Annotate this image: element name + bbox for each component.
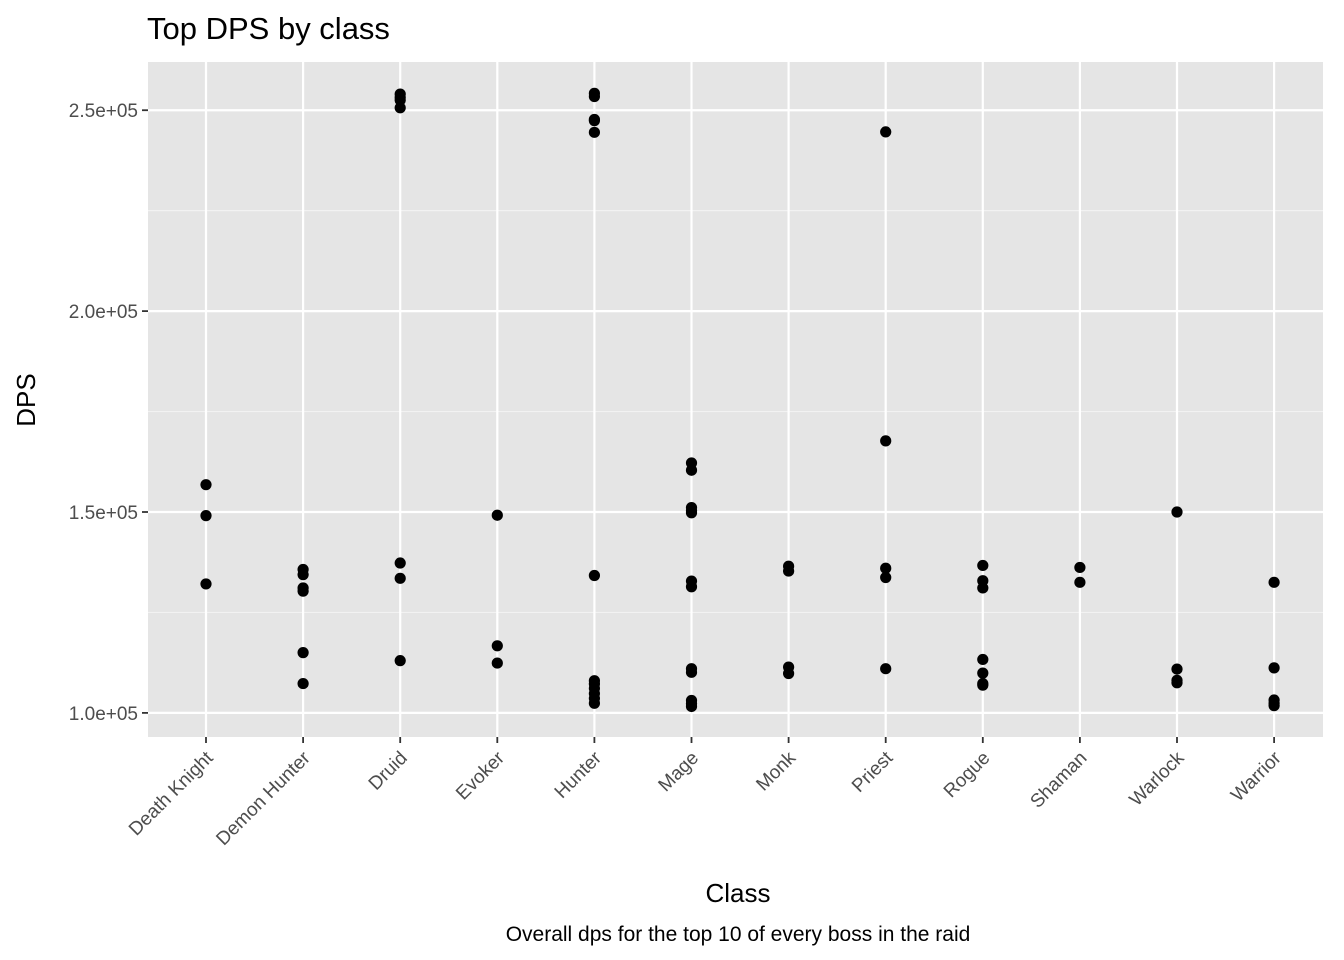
data-point [297, 585, 309, 597]
data-point [1074, 576, 1086, 588]
data-point [685, 700, 698, 713]
x-tick-label: Warlock [1126, 747, 1189, 810]
x-tick-label: Evoker [452, 747, 509, 804]
data-point [297, 569, 309, 581]
data-point [977, 559, 989, 572]
data-point [977, 679, 989, 691]
data-point [783, 667, 795, 680]
plot-panel [148, 62, 1323, 737]
data-point [880, 663, 892, 675]
data-point [588, 115, 601, 127]
data-point [200, 578, 212, 590]
x-tick-label: Rogue [940, 748, 994, 802]
data-point [491, 640, 503, 652]
y-tick-label: 2.5e+05 [69, 101, 138, 122]
x-tick-label: Monk [752, 747, 800, 795]
chart-title: Top DPS by class [147, 11, 390, 46]
x-axis-title: Class [705, 878, 770, 908]
data-point [880, 126, 892, 138]
data-point [491, 509, 503, 521]
y-tick-label: 2.0e+05 [69, 302, 138, 323]
data-point [880, 435, 892, 447]
data-point [1171, 506, 1183, 518]
data-point [297, 677, 309, 690]
x-tick-label: Druid [365, 748, 412, 795]
data-point [394, 102, 406, 114]
x-tick-label: Shaman [1027, 748, 1092, 813]
y-tick-label: 1.0e+05 [69, 704, 138, 725]
data-point [200, 479, 212, 491]
data-point [783, 565, 795, 577]
x-tick-label: Death Knight [125, 747, 218, 840]
data-point [685, 666, 698, 678]
data-point [1268, 700, 1280, 712]
data-point [977, 582, 989, 594]
x-tick-label: Priest [848, 747, 898, 797]
data-point [1074, 561, 1086, 574]
data-point [685, 581, 698, 593]
data-point [394, 655, 406, 667]
data-point [588, 126, 601, 138]
x-tick-label: Hunter [551, 747, 607, 803]
data-point [297, 647, 309, 659]
data-point [588, 569, 601, 582]
data-point [588, 697, 601, 709]
x-tick-label: Warrior [1227, 747, 1286, 806]
data-point [394, 572, 406, 584]
data-points [200, 87, 1280, 713]
chart-caption: Overall dps for the top 10 of every boss… [506, 923, 971, 946]
data-point [394, 557, 406, 569]
data-point [880, 571, 892, 584]
data-point [685, 507, 698, 519]
major-gridlines [148, 62, 1323, 737]
data-point [1171, 663, 1183, 675]
y-axis: 1.0e+05 1.5e+05 2.0e+05 2.5e+05 [69, 101, 148, 725]
data-point [1268, 576, 1280, 588]
data-point [588, 90, 601, 103]
data-point [1268, 662, 1280, 674]
data-point [977, 667, 989, 679]
x-tick-label: Demon Hunter [212, 747, 315, 850]
minor-gridlines [148, 210, 1323, 614]
y-axis-title: DPS [11, 373, 41, 426]
data-point [491, 657, 503, 669]
y-tick-label: 1.5e+05 [69, 503, 138, 524]
data-point [977, 653, 989, 666]
data-point [880, 562, 892, 574]
data-point [1171, 677, 1183, 689]
x-tick-label: Mage [655, 748, 703, 796]
data-point [200, 510, 212, 522]
data-point [685, 464, 698, 476]
